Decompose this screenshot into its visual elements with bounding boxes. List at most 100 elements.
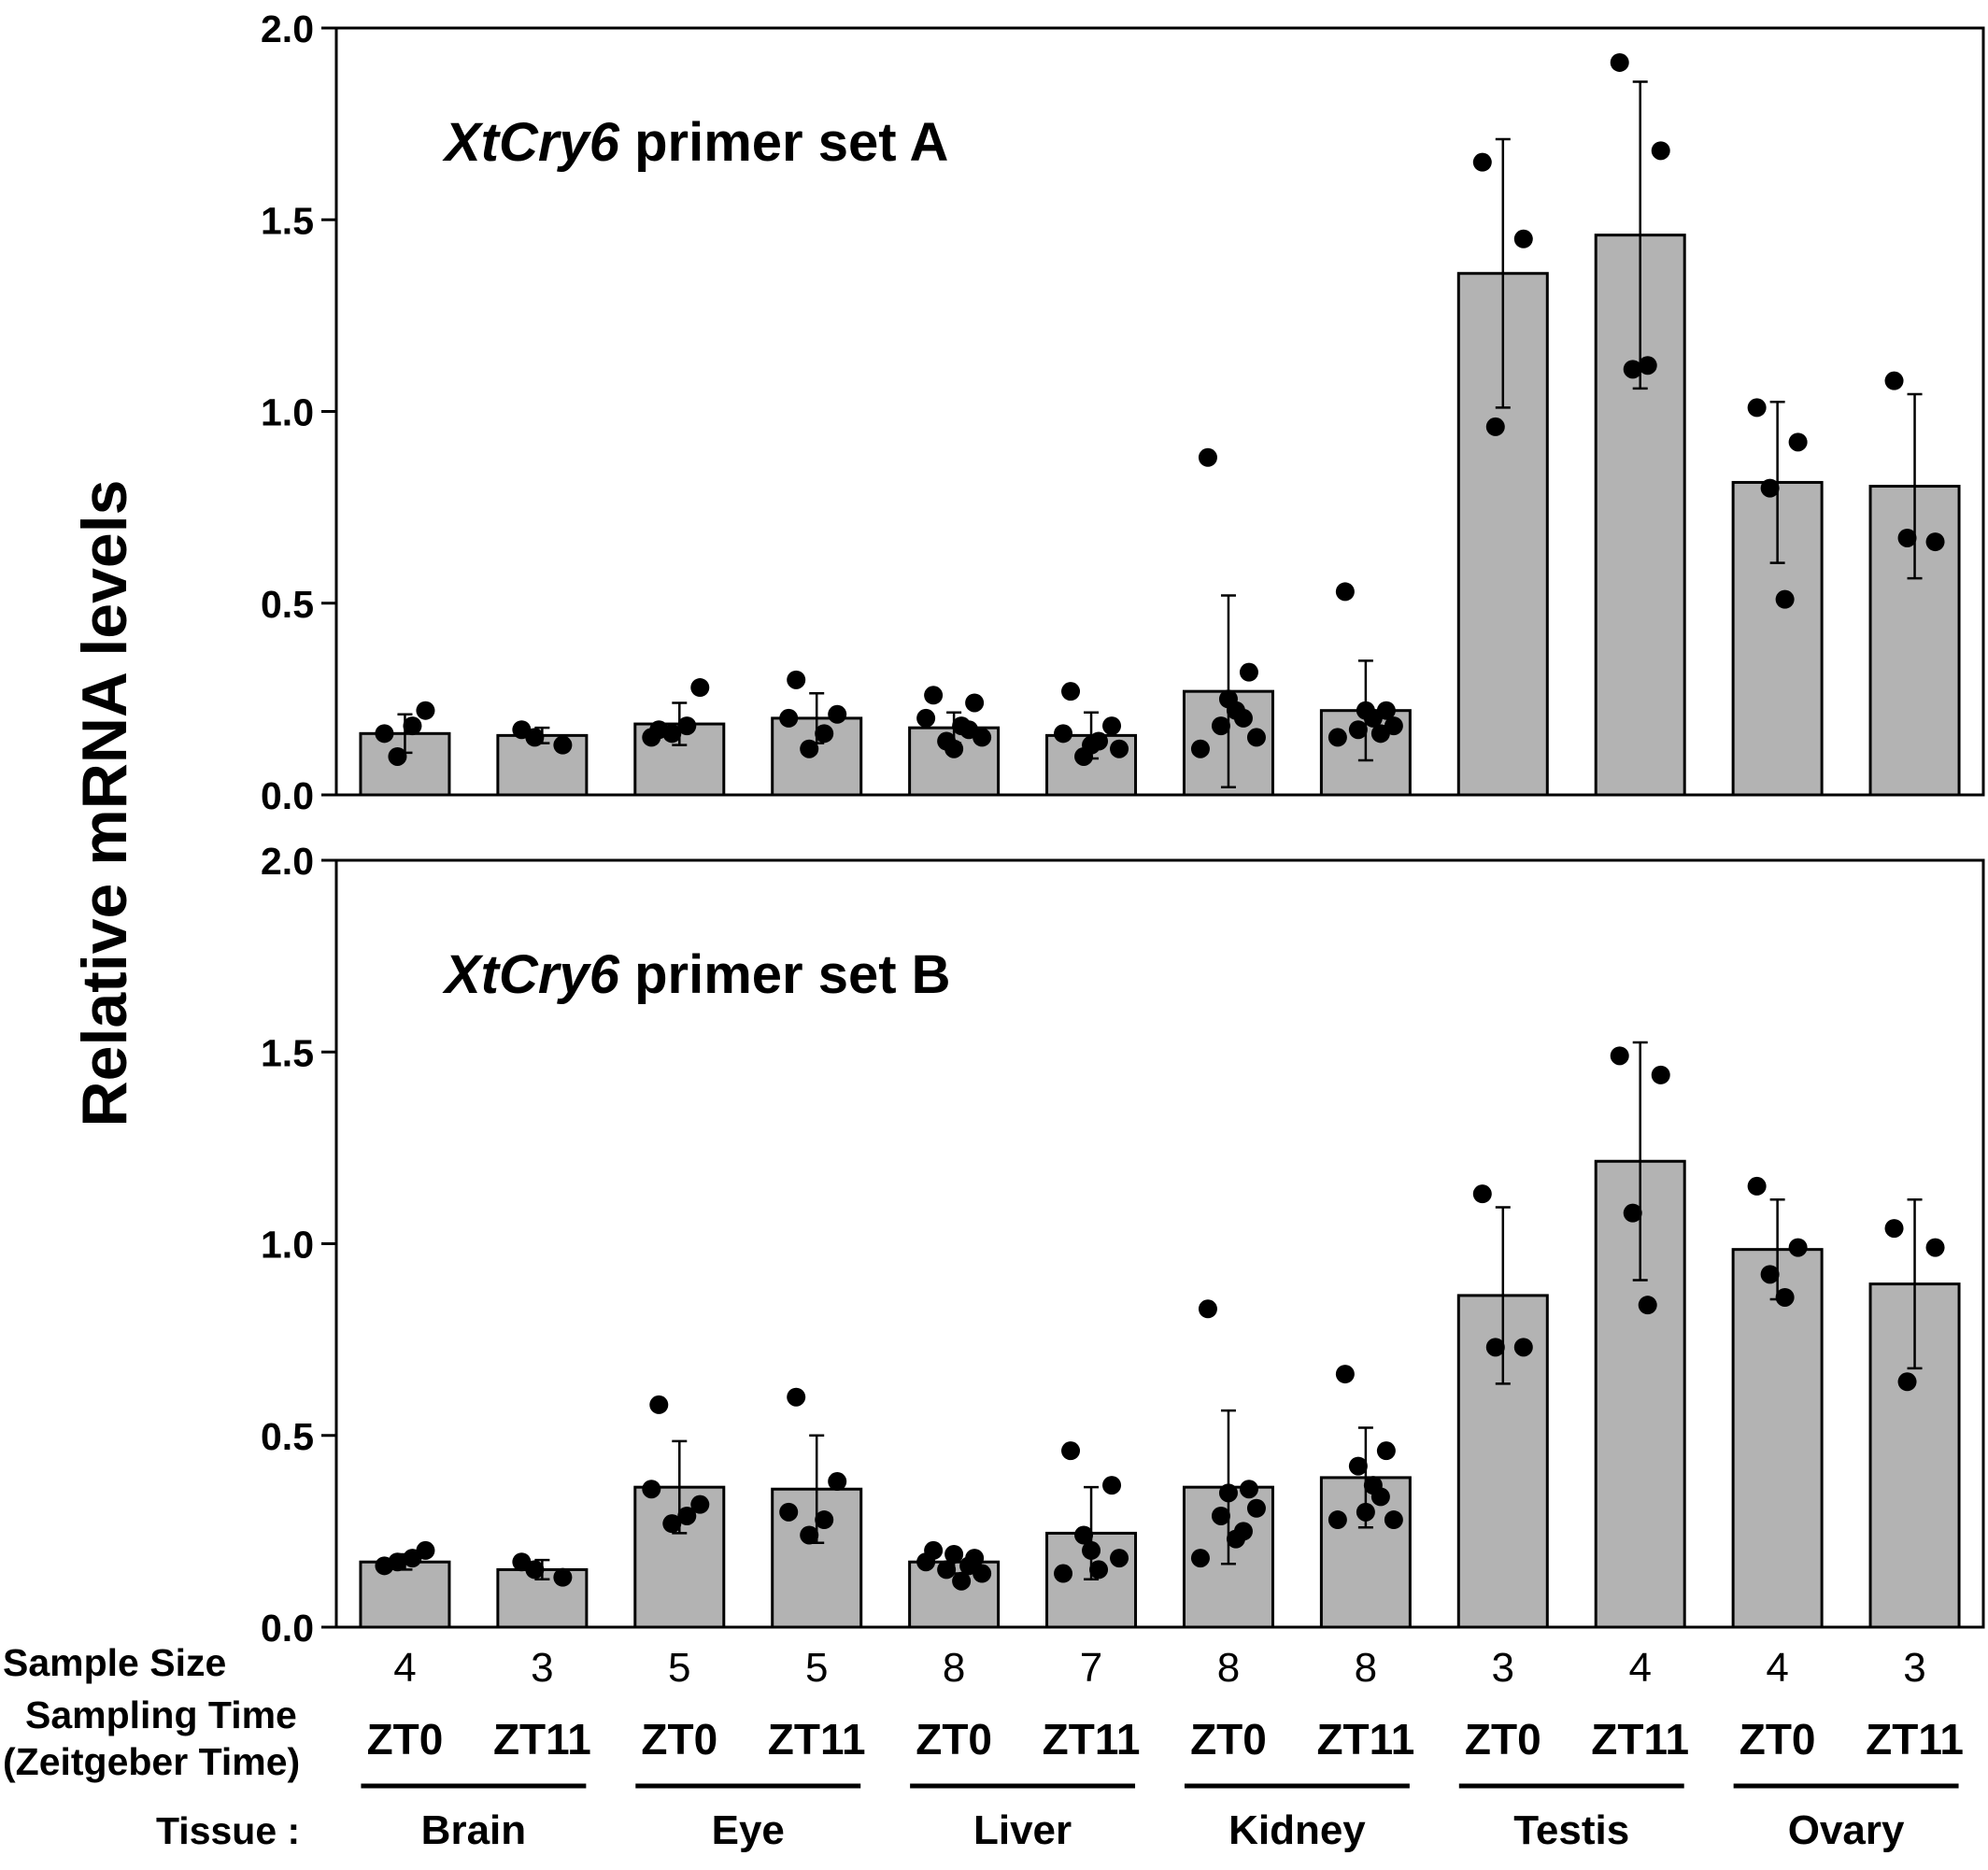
sampling-time-value: ZT11 xyxy=(1043,1715,1141,1764)
data-point xyxy=(1775,589,1795,609)
data-point xyxy=(1775,1287,1795,1307)
x-axis-table: Sample Size Sampling Time (Zeitgeber Tim… xyxy=(3,1641,1964,1853)
data-point xyxy=(1328,728,1347,747)
data-point xyxy=(779,708,799,728)
data-point xyxy=(1747,1176,1767,1196)
tissue-label: Eye xyxy=(712,1807,785,1853)
data-point xyxy=(1472,1184,1492,1204)
data-point xyxy=(375,724,394,744)
data-point xyxy=(403,1549,422,1568)
data-point xyxy=(1760,1265,1780,1284)
panel-title-rest: primer set B xyxy=(619,944,951,1005)
data-point xyxy=(944,1545,964,1565)
data-point xyxy=(642,728,661,747)
data-point xyxy=(553,735,573,755)
data-point xyxy=(1246,728,1266,747)
data-point xyxy=(1190,1549,1210,1568)
data-point xyxy=(677,1506,697,1525)
data-point xyxy=(1054,1564,1073,1583)
sample-size-value: 3 xyxy=(1903,1645,1925,1691)
data-point xyxy=(1198,1299,1217,1319)
data-point xyxy=(403,716,422,736)
y-tick-label: 0.0 xyxy=(261,1607,314,1650)
data-point xyxy=(1513,1338,1533,1357)
data-point xyxy=(388,746,407,766)
y-tick-label: 2.0 xyxy=(261,840,314,883)
data-point xyxy=(779,1502,799,1522)
data-point xyxy=(1638,1296,1657,1315)
data-point xyxy=(1233,708,1253,728)
sample-size-value: 4 xyxy=(1628,1645,1651,1691)
panel-primer-set-a: 0.0 0.5 1.0 1.5 2.0 XtCry6 primer set A xyxy=(261,7,1985,817)
sample-size-value: 5 xyxy=(668,1645,690,1691)
data-point xyxy=(828,704,847,724)
data-point xyxy=(1651,1065,1670,1084)
panel-title: XtCry6 primer set A xyxy=(442,112,948,173)
data-point xyxy=(525,1560,545,1580)
data-point xyxy=(815,724,834,744)
tissue-label: Ovary xyxy=(1788,1807,1905,1853)
tissue-label: Testis xyxy=(1513,1807,1629,1853)
tissue-label: Brain xyxy=(421,1807,526,1853)
panel-title-gene: XtCry6 xyxy=(442,112,620,173)
data-point xyxy=(924,686,944,705)
sampling-time-value: ZT11 xyxy=(768,1715,866,1764)
data-point xyxy=(1335,1365,1355,1384)
sample-size-row-label: Sample Size xyxy=(3,1641,226,1684)
sample-size-value: 3 xyxy=(1492,1645,1514,1691)
panel-title: XtCry6 primer set B xyxy=(442,944,951,1005)
data-point xyxy=(1623,1203,1642,1223)
data-point xyxy=(1376,1441,1396,1461)
data-point xyxy=(1102,716,1122,736)
data-point xyxy=(1897,528,1917,547)
y-tick-label: 1.0 xyxy=(261,391,314,434)
data-point xyxy=(1747,398,1767,418)
sampling-time-value: ZT11 xyxy=(1591,1715,1689,1764)
data-point xyxy=(815,1510,834,1530)
data-point xyxy=(1082,1540,1101,1560)
sample-size-value: 7 xyxy=(1080,1645,1102,1691)
y-axis-label: Relative mRNA levels xyxy=(69,480,140,1127)
data-point xyxy=(677,716,697,736)
data-point xyxy=(1239,662,1258,682)
data-point xyxy=(1218,689,1238,709)
panel-title-gene: XtCry6 xyxy=(442,944,620,1005)
tissue-label: Kidney xyxy=(1228,1807,1366,1853)
data-point xyxy=(1218,1483,1238,1503)
data-point xyxy=(944,739,964,758)
data-point xyxy=(1110,1549,1129,1568)
data-point xyxy=(800,1525,819,1545)
data-point xyxy=(1061,1441,1081,1461)
data-point xyxy=(1485,417,1505,436)
bar xyxy=(496,733,589,797)
data-point xyxy=(965,693,985,713)
tissue-row-label: Tissue : xyxy=(156,1809,300,1852)
data-point xyxy=(1211,1506,1230,1525)
panel-title-rest: primer set A xyxy=(619,112,948,173)
data-point xyxy=(690,678,710,698)
data-point xyxy=(916,1552,936,1572)
data-point xyxy=(1638,356,1657,375)
data-point xyxy=(959,1556,979,1576)
data-point xyxy=(388,1552,407,1572)
data-point xyxy=(828,1472,847,1492)
sampling-time-value: ZT11 xyxy=(1316,1715,1414,1764)
data-point xyxy=(1239,1480,1258,1499)
data-point xyxy=(1198,447,1217,467)
data-point xyxy=(1054,724,1073,744)
data-point xyxy=(662,1514,682,1534)
data-point xyxy=(1384,1510,1403,1530)
data-point xyxy=(1610,1046,1629,1066)
data-point xyxy=(1102,1476,1122,1495)
sampling-time-value: ZT11 xyxy=(493,1715,591,1764)
data-point xyxy=(1788,1238,1808,1257)
data-point xyxy=(1328,1510,1347,1530)
tissue-label: Liver xyxy=(973,1807,1072,1853)
sample-size-value: 4 xyxy=(393,1645,416,1691)
sample-size-value: 8 xyxy=(943,1645,965,1691)
data-point xyxy=(1061,682,1081,701)
data-point xyxy=(787,1387,806,1407)
data-point xyxy=(662,724,682,744)
y-tick-label: 2.0 xyxy=(261,7,314,50)
